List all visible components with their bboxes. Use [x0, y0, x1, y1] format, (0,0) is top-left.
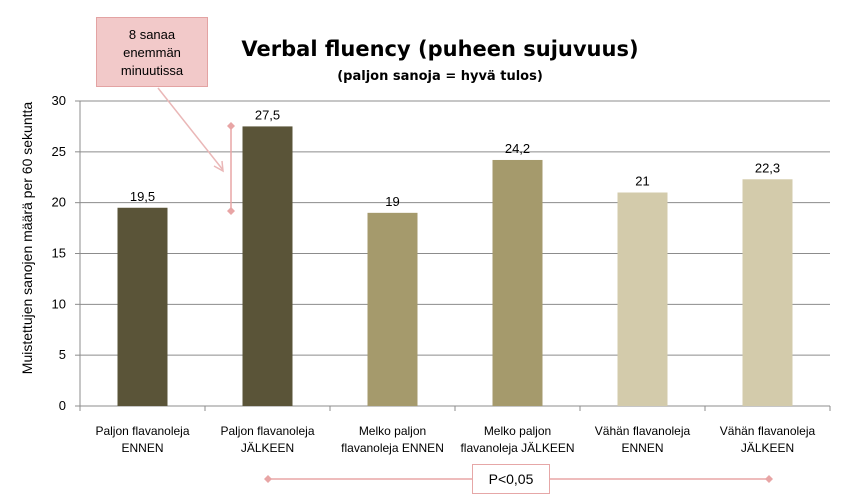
category-label: Melko paljon: [359, 424, 426, 438]
category-label: ENNEN: [621, 441, 663, 455]
category-label: JÄLKEEN: [241, 441, 294, 455]
data-label: 24,2: [505, 141, 530, 156]
category-label: Melko paljon: [484, 424, 551, 438]
gridlines: [75, 100, 831, 411]
y-axis-ticks: 0 5 10 15 20 25 30: [52, 93, 66, 413]
data-label: 21: [635, 174, 649, 189]
category-label: ENNEN: [121, 441, 163, 455]
data-label: 22,3: [755, 160, 780, 175]
significance-label: P<0,05: [472, 464, 550, 494]
y-tick-label: 30: [52, 93, 66, 108]
data-label: 19: [385, 194, 399, 209]
category-label: Paljon flavanoleja: [95, 424, 189, 438]
category-label: Paljon flavanoleja: [220, 424, 314, 438]
bar: [367, 212, 418, 406]
bar: [492, 159, 543, 406]
bar: [117, 207, 168, 406]
bars: [117, 126, 793, 407]
category-labels: Paljon flavanoleja ENNEN Paljon flavanolej…: [95, 424, 815, 455]
y-tick-label: 25: [52, 144, 66, 159]
chart-title: Verbal fluency (puheen sujuvuus): [241, 37, 638, 61]
y-tick-label: 20: [52, 195, 66, 210]
callout-pointer: [157, 87, 224, 173]
difference-bracket: [227, 122, 235, 215]
callout-box: 8 sanaa enemmän minuutissa: [96, 17, 208, 87]
bar: [242, 126, 293, 407]
data-label: 19,5: [130, 189, 155, 204]
y-tick-label: 0: [59, 398, 66, 413]
data-labels: 19,5 27,5 19 24,2 21 22,3: [130, 107, 780, 208]
category-label: JÄLKEEN: [741, 441, 794, 455]
callout-line-1: 8 sanaa: [128, 27, 176, 42]
callout-line-3: minuutissa: [120, 63, 184, 78]
bar: [617, 192, 668, 406]
category-label: flavanoleja JÄLKEEN: [460, 441, 574, 455]
category-label: flavanoleja ENNEN: [341, 441, 444, 455]
bar: [742, 179, 793, 406]
data-label: 27,5: [255, 107, 280, 122]
callout-line-2: enemmän: [123, 45, 181, 60]
y-tick-label: 15: [52, 246, 66, 261]
chart-subtitle: (paljon sanoja = hyvä tulos): [337, 69, 543, 84]
category-label: Vähän flavanoleja: [720, 424, 816, 438]
y-axis-label: Muistettujen sanojen määrä per 60 sekunt…: [19, 102, 35, 375]
y-tick-label: 5: [59, 347, 66, 362]
category-label: Vähän flavanoleja: [595, 424, 691, 438]
y-tick-label: 10: [52, 296, 66, 311]
